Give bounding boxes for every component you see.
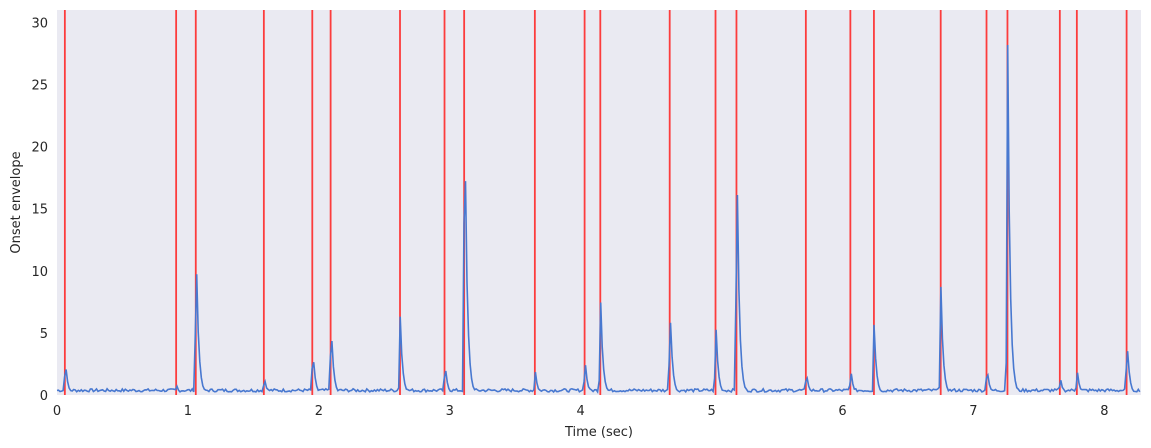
x-axis-label: Time (sec) — [564, 425, 633, 440]
x-tick-label: 7 — [969, 404, 977, 419]
x-axis-ticks: 0 1 2 3 4 5 6 7 8 — [53, 404, 1109, 419]
x-tick-label: 5 — [707, 404, 715, 419]
y-tick-label: 5 — [40, 327, 48, 342]
y-axis-label: Onset envelope — [9, 151, 24, 253]
onset-envelope-line — [56, 44, 1141, 395]
y-tick-label: 15 — [31, 203, 48, 218]
x-tick-label: 3 — [446, 404, 454, 419]
y-tick-label: 20 — [31, 141, 48, 156]
y-tick-label: 25 — [31, 79, 48, 94]
x-tick-label: 8 — [1100, 404, 1108, 419]
y-axis-ticks: 0 5 10 15 20 25 30 — [31, 16, 48, 404]
x-tick-label: 1 — [184, 404, 192, 419]
y-tick-label: 10 — [31, 265, 48, 280]
x-tick-label: 0 — [53, 404, 61, 419]
y-tick-label: 0 — [40, 389, 48, 404]
x-tick-label: 6 — [838, 404, 846, 419]
y-tick-label: 30 — [31, 16, 48, 31]
plot-area — [57, 10, 1141, 395]
x-tick-label: 2 — [315, 404, 323, 419]
x-tick-label: 4 — [577, 404, 585, 419]
